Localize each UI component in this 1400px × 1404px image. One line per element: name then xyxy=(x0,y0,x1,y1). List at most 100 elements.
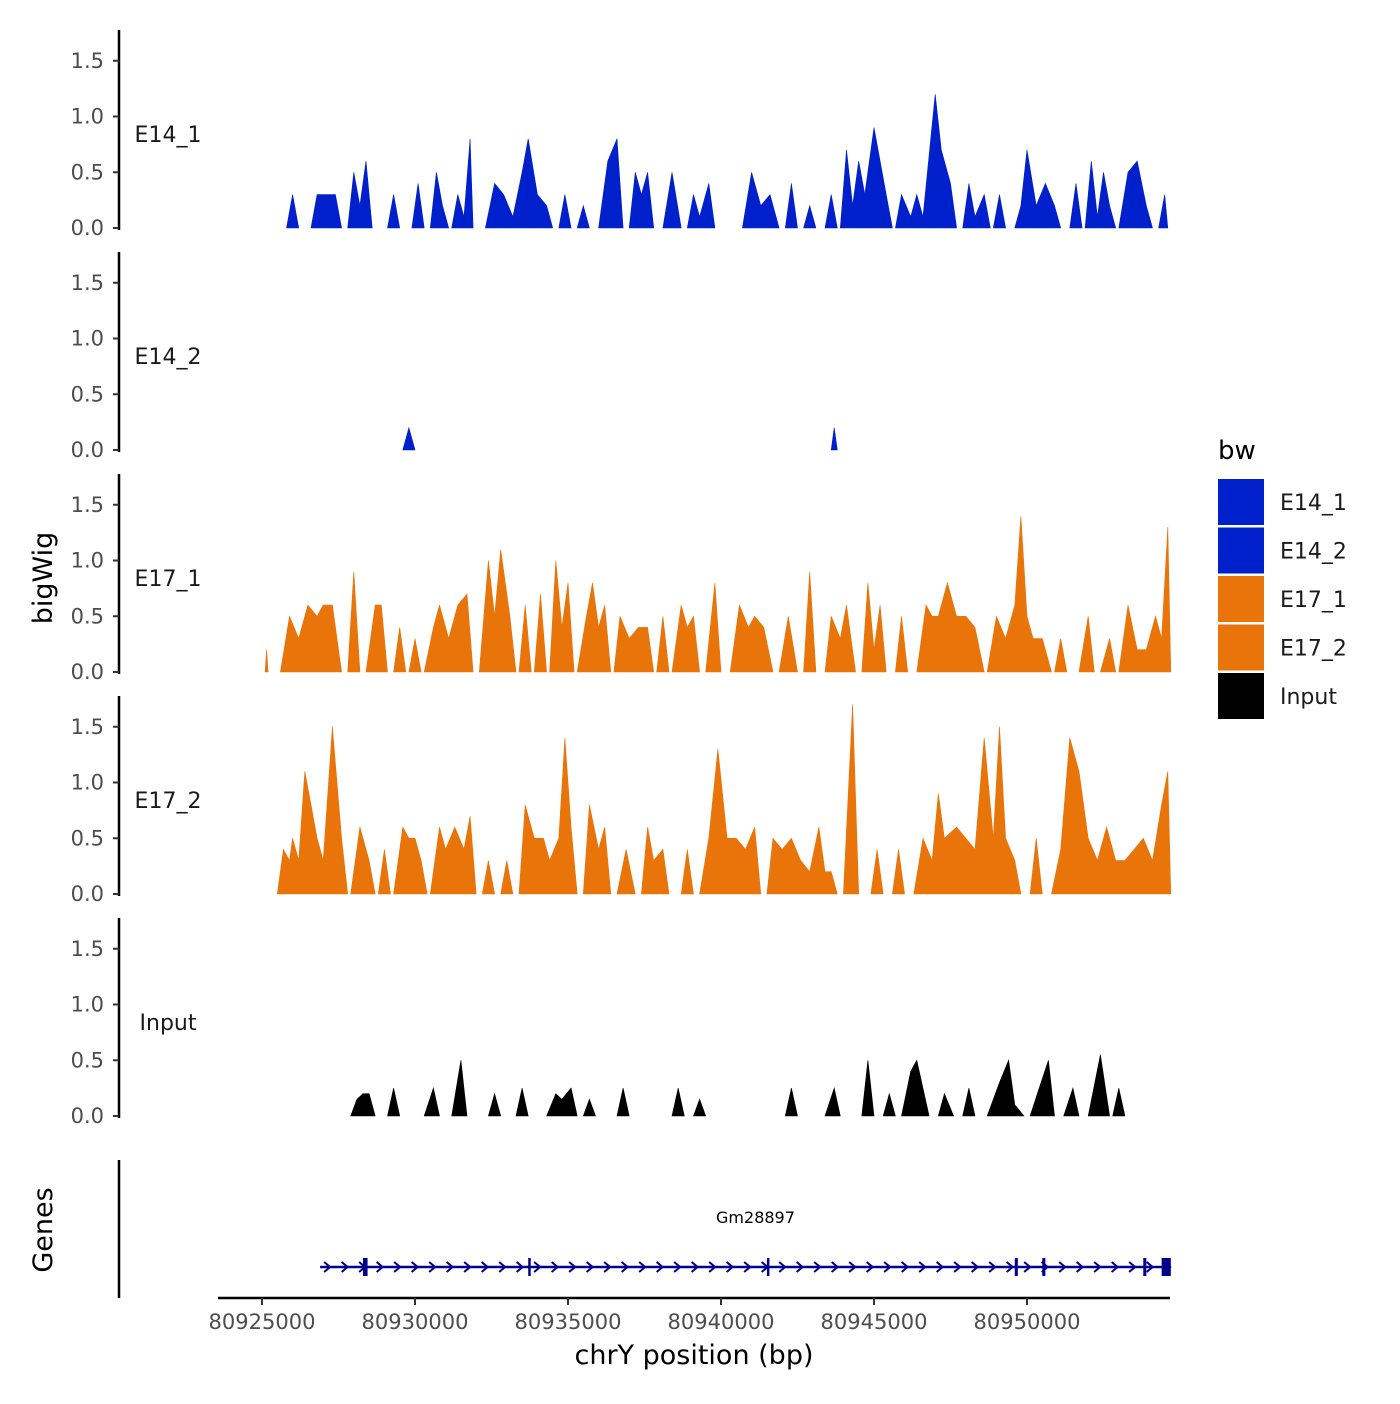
strand-arrow xyxy=(900,1261,910,1273)
strand-arrow xyxy=(655,1261,665,1273)
signal-peak xyxy=(1029,1060,1055,1117)
y-tick-label: 1.5 xyxy=(71,937,104,961)
signal-peak xyxy=(616,1088,630,1117)
signal-peak xyxy=(549,560,575,673)
strand-arrow xyxy=(1023,1261,1032,1273)
legend-label: Input xyxy=(1280,685,1337,710)
signal-peak xyxy=(347,571,361,673)
signal-peak xyxy=(895,616,909,673)
y-tick-label: 0.0 xyxy=(71,660,104,684)
signal-peak xyxy=(310,194,342,229)
signal-peak xyxy=(680,849,694,895)
signal-peak xyxy=(613,616,655,673)
signal-peak xyxy=(937,1092,955,1117)
signal-peak xyxy=(986,1059,1025,1117)
signal-peak xyxy=(558,194,572,229)
track-panel-E14_2: 0.0 0.5 1.0 1.5 E14_2 xyxy=(71,252,838,462)
signal-peak xyxy=(402,426,416,451)
signal-peak xyxy=(377,849,391,895)
signal-peak xyxy=(824,1086,841,1117)
strand-arrow xyxy=(725,1261,735,1273)
track-label: E14_2 xyxy=(135,345,202,370)
y-tick-label: 1.5 xyxy=(71,493,104,517)
y-tick-label: 1.0 xyxy=(71,993,104,1017)
signal-peak xyxy=(518,737,578,895)
signal-peak xyxy=(778,616,798,673)
signal-peak xyxy=(916,581,985,673)
signal-peak xyxy=(1112,1088,1126,1117)
legend-label: E14_2 xyxy=(1280,540,1347,565)
signal-peak xyxy=(1054,638,1068,673)
signal-peak xyxy=(1014,149,1062,229)
strand-arrow xyxy=(865,1261,875,1273)
strand-arrow xyxy=(638,1261,647,1273)
strand-arrow xyxy=(883,1261,892,1273)
signal-peak xyxy=(830,427,838,451)
strand-arrow xyxy=(1128,1261,1137,1273)
x-axis-title: chrY position (bp) xyxy=(574,1340,813,1371)
signal-peak xyxy=(962,1088,976,1117)
track-panel-Input: 0.0 0.5 1.0 1.5 Input xyxy=(71,918,1126,1128)
signal-peak xyxy=(429,815,477,895)
signal-peak xyxy=(276,726,349,895)
y-tick-label: 0.0 xyxy=(71,1104,104,1128)
signal-peak xyxy=(662,172,682,229)
signal-peak xyxy=(576,582,612,673)
signal-peak xyxy=(478,549,517,673)
signal-peak xyxy=(280,604,342,673)
track-label: Input xyxy=(140,1011,197,1036)
strand-arrow xyxy=(1058,1261,1067,1273)
signal-peak xyxy=(1063,1086,1080,1117)
x-tick-label: 80935000 xyxy=(515,1310,622,1334)
signal-peak xyxy=(962,183,991,229)
signal-peak xyxy=(350,827,376,895)
signal-peak xyxy=(1100,638,1117,673)
signal-peak xyxy=(515,1088,529,1117)
signal-peak xyxy=(488,1092,502,1117)
strand-arrow xyxy=(690,1261,700,1273)
y-tick-label: 1.0 xyxy=(71,549,104,573)
legend-swatch xyxy=(1218,527,1264,574)
y-tick-label: 1.0 xyxy=(71,327,104,351)
legend-swatch xyxy=(1218,624,1264,671)
strand-arrow xyxy=(848,1261,857,1273)
strand-arrow xyxy=(515,1261,525,1273)
exon xyxy=(1042,1258,1046,1276)
x-tick-label: 80940000 xyxy=(668,1310,775,1334)
signal-peak xyxy=(1118,526,1172,673)
strand-arrow xyxy=(585,1261,595,1273)
signal-peak xyxy=(423,593,474,673)
strand-arrow xyxy=(445,1261,455,1273)
signal-peak xyxy=(347,161,373,229)
strand-arrow xyxy=(708,1261,717,1273)
strand-arrow xyxy=(533,1261,542,1273)
signal-peak xyxy=(411,183,425,229)
exon xyxy=(1143,1258,1147,1276)
genes-axis-title: Genes xyxy=(28,1187,59,1272)
exon xyxy=(1014,1258,1018,1276)
strand-arrow xyxy=(1093,1261,1102,1273)
signal-peak xyxy=(784,1088,798,1117)
signal-peak xyxy=(408,638,422,673)
track-panels: 0.0 0.5 1.0 1.5 E14_1 0.0 0.5 1.0 1.5 E14_2 0.0 0.5… xyxy=(71,30,1172,1128)
y-tick-label: 0.0 xyxy=(71,216,104,240)
signal-peak xyxy=(686,183,716,229)
strand-arrow xyxy=(830,1261,840,1273)
y-tick-label: 0.0 xyxy=(71,438,104,462)
x-tick-label: 80950000 xyxy=(974,1310,1081,1334)
signal-peak xyxy=(913,726,1022,895)
track-label: E17_2 xyxy=(135,789,202,814)
signal-peak xyxy=(423,1086,440,1117)
signal-peak xyxy=(729,603,774,673)
strand-arrow xyxy=(1075,1261,1085,1273)
legend-label: E14_1 xyxy=(1280,491,1347,516)
strand-arrow xyxy=(463,1261,472,1273)
signal-peak xyxy=(1078,616,1095,673)
signal-peak xyxy=(839,127,893,229)
strand-arrow xyxy=(1110,1261,1120,1273)
strand-arrow xyxy=(375,1261,385,1273)
strand-arrow xyxy=(568,1261,577,1273)
signal-peak xyxy=(986,515,1052,673)
